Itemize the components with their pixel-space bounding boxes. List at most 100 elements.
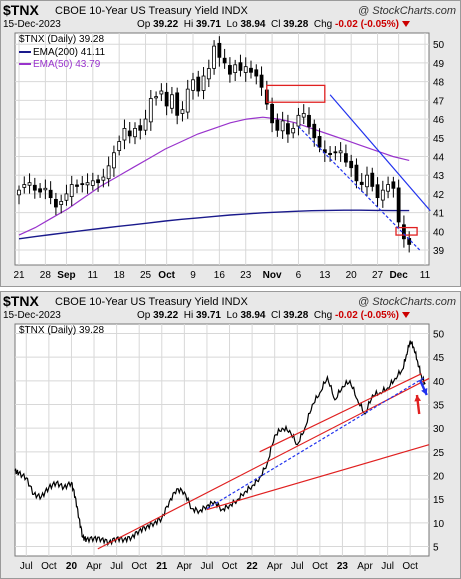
x-tick-label-2: Jul (201, 561, 214, 572)
candle-body (112, 152, 116, 169)
candle-body (249, 67, 253, 73)
candle-body (328, 152, 332, 156)
x-tick-label: 11 (420, 270, 431, 281)
down-arrow-icon (401, 21, 410, 28)
x-tick-label-2: Oct (312, 561, 328, 572)
line-plot: Jul Oct 20 Apr Jul Oct 21 Apr Jul Oct 22 Apr Jul Oct 2… (14, 323, 445, 572)
candle-body (148, 98, 153, 123)
y-tick-label-2: 20 (433, 472, 445, 483)
down-arrow-icon-2 (401, 312, 410, 319)
candle-body (375, 184, 380, 199)
candle-body (233, 64, 238, 74)
plot-area (14, 32, 430, 266)
candle-body (275, 119, 280, 131)
candle-body (243, 66, 248, 73)
x-tick-label: 21 (13, 270, 25, 281)
legend-price-2: $TNX (Daily) 39.28 (19, 325, 104, 336)
candle-body (185, 88, 190, 113)
y-tick-label: 50 (433, 40, 445, 51)
candle-body (127, 130, 132, 137)
candle-body (164, 91, 169, 107)
candle-body (69, 184, 74, 198)
candle-body (217, 42, 222, 58)
long-term-chart-panel: $TNX CBOE 10-Year US Treasury Yield INDX… (0, 291, 461, 579)
x-tick-label: 6 (296, 270, 302, 281)
x-tick-label-2: 22 (247, 561, 259, 572)
x-tick-label-2: Jul (291, 561, 304, 572)
x-tick-label: Oct (158, 270, 175, 281)
price-line (14, 340, 426, 547)
x-tick-label: Sep (57, 270, 75, 281)
candle-body (117, 141, 122, 151)
candle-body (43, 187, 48, 191)
candle-body (296, 114, 301, 127)
candle-body (286, 123, 290, 135)
candle-body (75, 184, 79, 187)
index-name: CBOE 10-Year US Treasury Yield INDX (55, 5, 248, 17)
candle-body (402, 224, 406, 240)
candle-body (191, 79, 195, 91)
ema50-line (18, 116, 410, 236)
exchange-label-2: INDX (221, 296, 248, 308)
candle-body (254, 69, 259, 77)
candle-body (106, 165, 111, 180)
candle-body (407, 238, 412, 245)
candle-body (27, 182, 32, 186)
candle-body (138, 125, 143, 131)
x-tick-label-2: 23 (337, 561, 349, 572)
x-tick-label-2: Oct (41, 561, 57, 572)
x-tick-label-2: Oct (131, 561, 147, 572)
x-tick-label: Dec (389, 270, 408, 281)
candle-body (396, 187, 401, 223)
x-tick-label: 28 (40, 270, 52, 281)
candle-body (291, 128, 296, 134)
candlestick-plot: 21 28 Sep 11 18 25 Oct 9 16 23 Nov 6 13 20 27 Dec 11 39 40… (13, 32, 445, 281)
candle-body (238, 62, 243, 71)
candle-body (17, 189, 21, 196)
candle-body (85, 182, 90, 186)
y-tick-label: 39 (433, 246, 445, 257)
y-tick-label: 46 (433, 115, 445, 126)
candle-body (122, 128, 127, 141)
x-tick-label-2: Oct (222, 561, 238, 572)
y-tick-label-2: 35 (433, 400, 445, 411)
y-tick-label-2: 10 (433, 519, 445, 530)
candle-body (344, 153, 348, 163)
quote-date: 15-Dec-2023 (3, 19, 61, 30)
legend-price: $TNX (Daily) 39.28 (19, 34, 104, 45)
y-tick-label-2: 5 (433, 543, 439, 554)
candle-body (196, 76, 201, 92)
y-tick-label-2: 15 (433, 495, 445, 506)
candle-body (370, 172, 375, 187)
trendline-2 (259, 373, 422, 453)
y-tick-label: 45 (433, 134, 445, 145)
x-tick-label-2: Oct (402, 561, 418, 572)
candle-body (270, 103, 274, 124)
symbol-label: $TNX (3, 2, 39, 18)
y-tick-label: 43 (433, 171, 445, 182)
candle-body (365, 174, 369, 188)
candle-body (54, 198, 58, 208)
candle-body (64, 193, 69, 201)
ema200-line (18, 209, 410, 240)
x-tick-label-2: Apr (357, 561, 373, 572)
candle-body (386, 184, 390, 192)
x-tick-label: 13 (319, 270, 331, 281)
x-tick-label-2: Jul (381, 561, 394, 572)
candle-body (154, 96, 158, 99)
chart-header-2: $TNX CBOE 10-Year US Treasury Yield INDX… (3, 293, 458, 323)
daily-chart-panel: $TNX CBOE 10-Year US Treasury Yield INDX… (0, 0, 461, 287)
watermark-2: @ StockCharts.com (358, 296, 456, 308)
y-tick-label: 44 (433, 152, 445, 163)
y-tick-label-2: 40 (433, 377, 445, 388)
candle-body (101, 176, 106, 181)
candle-body (349, 160, 354, 169)
legend-ema200: EMA(200) 41.11 (33, 47, 106, 58)
candle-body (32, 184, 37, 191)
x-tick-label-2: 21 (156, 561, 168, 572)
candle-body (338, 150, 343, 154)
candle-body (259, 74, 264, 88)
y-tick-label-2: 45 (433, 353, 445, 364)
candle-body (380, 189, 385, 201)
candle-body (201, 75, 206, 91)
